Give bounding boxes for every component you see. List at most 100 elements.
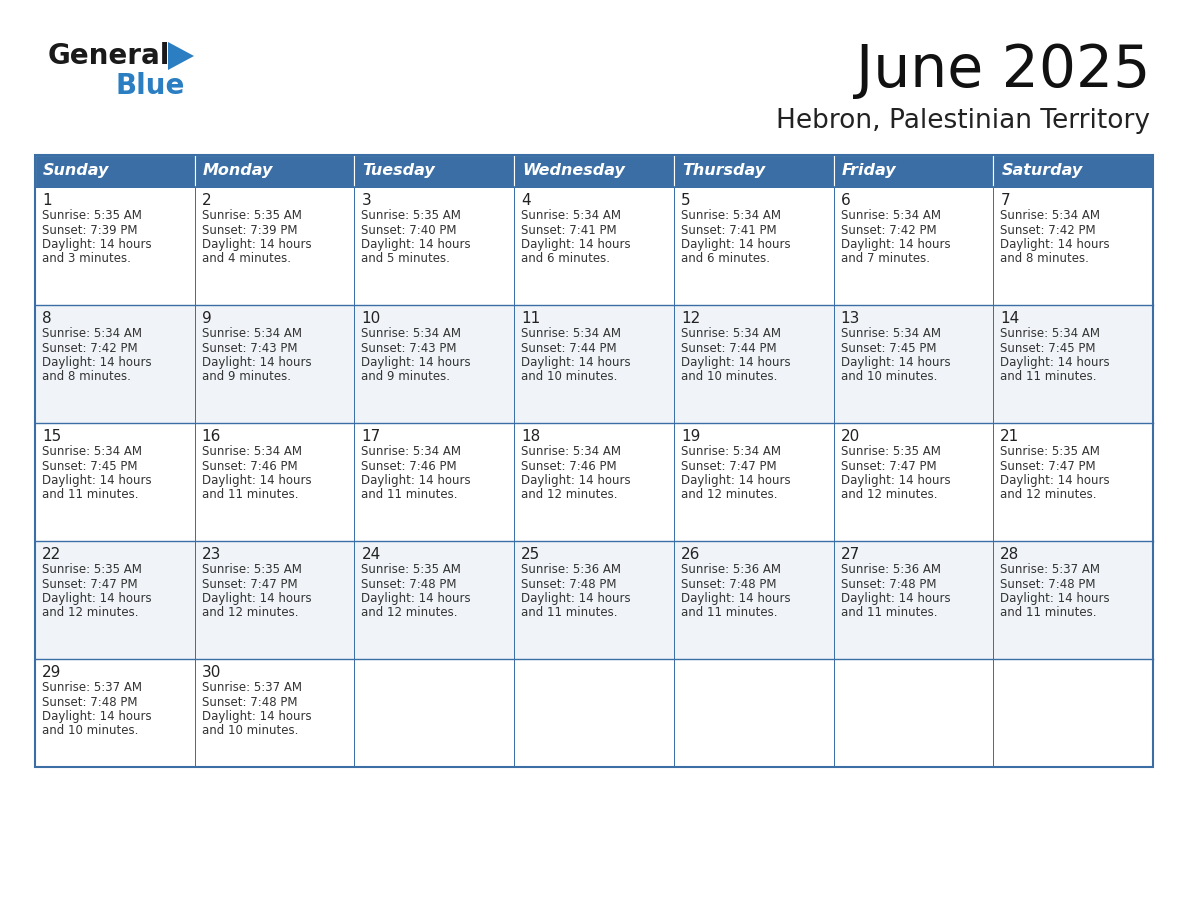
Text: Daylight: 14 hours: Daylight: 14 hours: [202, 238, 311, 251]
Bar: [514, 423, 674, 541]
Text: Daylight: 14 hours: Daylight: 14 hours: [361, 474, 472, 487]
Text: Sunrise: 5:34 AM: Sunrise: 5:34 AM: [202, 327, 302, 340]
Bar: [834, 187, 993, 305]
Text: 29: 29: [42, 665, 62, 680]
Text: Saturday: Saturday: [1001, 163, 1082, 178]
Text: Sunrise: 5:34 AM: Sunrise: 5:34 AM: [42, 327, 143, 340]
Text: Sunrise: 5:35 AM: Sunrise: 5:35 AM: [202, 209, 302, 222]
Text: and 10 minutes.: and 10 minutes.: [202, 724, 298, 737]
Text: Sunset: 7:47 PM: Sunset: 7:47 PM: [841, 460, 936, 473]
Bar: [34, 541, 195, 659]
Bar: [195, 541, 354, 659]
Text: 16: 16: [202, 429, 221, 444]
Text: Sunrise: 5:36 AM: Sunrise: 5:36 AM: [841, 563, 941, 576]
Text: Sunset: 7:46 PM: Sunset: 7:46 PM: [361, 460, 457, 473]
Text: 3: 3: [361, 193, 371, 208]
Text: Sunset: 7:45 PM: Sunset: 7:45 PM: [841, 341, 936, 354]
Text: Sunrise: 5:34 AM: Sunrise: 5:34 AM: [1000, 209, 1100, 222]
Text: Sunrise: 5:34 AM: Sunrise: 5:34 AM: [42, 445, 143, 458]
Text: Sunset: 7:48 PM: Sunset: 7:48 PM: [681, 577, 776, 590]
Bar: [674, 305, 834, 423]
Text: Sunrise: 5:35 AM: Sunrise: 5:35 AM: [361, 563, 461, 576]
Text: Sunday: Sunday: [43, 163, 109, 178]
Bar: [993, 423, 1154, 541]
Bar: [34, 155, 1154, 767]
Bar: [674, 187, 834, 305]
Text: Sunset: 7:47 PM: Sunset: 7:47 PM: [1000, 460, 1095, 473]
Text: Daylight: 14 hours: Daylight: 14 hours: [681, 474, 790, 487]
Bar: [993, 187, 1154, 305]
Text: 8: 8: [42, 311, 51, 326]
Text: Sunrise: 5:35 AM: Sunrise: 5:35 AM: [42, 209, 141, 222]
Bar: [674, 659, 834, 767]
Text: 26: 26: [681, 547, 700, 562]
Text: and 11 minutes.: and 11 minutes.: [202, 488, 298, 501]
Text: Monday: Monday: [203, 163, 273, 178]
Text: Sunrise: 5:35 AM: Sunrise: 5:35 AM: [42, 563, 141, 576]
Bar: [993, 659, 1154, 767]
Text: Daylight: 14 hours: Daylight: 14 hours: [361, 356, 472, 369]
Text: 19: 19: [681, 429, 700, 444]
Text: Thursday: Thursday: [682, 163, 765, 178]
Bar: [195, 423, 354, 541]
Bar: [514, 187, 674, 305]
Text: 15: 15: [42, 429, 62, 444]
Text: and 12 minutes.: and 12 minutes.: [42, 607, 139, 620]
Text: Sunrise: 5:36 AM: Sunrise: 5:36 AM: [522, 563, 621, 576]
Text: Sunrise: 5:34 AM: Sunrise: 5:34 AM: [841, 327, 941, 340]
Text: Sunrise: 5:34 AM: Sunrise: 5:34 AM: [522, 445, 621, 458]
Text: Sunrise: 5:35 AM: Sunrise: 5:35 AM: [841, 445, 941, 458]
Text: and 5 minutes.: and 5 minutes.: [361, 252, 450, 265]
Text: Hebron, Palestinian Territory: Hebron, Palestinian Territory: [776, 108, 1150, 134]
Bar: [834, 659, 993, 767]
Text: 13: 13: [841, 311, 860, 326]
Bar: [34, 305, 195, 423]
Text: Sunset: 7:39 PM: Sunset: 7:39 PM: [202, 223, 297, 237]
Text: Sunrise: 5:35 AM: Sunrise: 5:35 AM: [1000, 445, 1100, 458]
Text: Sunset: 7:40 PM: Sunset: 7:40 PM: [361, 223, 457, 237]
Text: Daylight: 14 hours: Daylight: 14 hours: [42, 356, 152, 369]
Text: 25: 25: [522, 547, 541, 562]
Text: Sunrise: 5:36 AM: Sunrise: 5:36 AM: [681, 563, 781, 576]
Text: and 12 minutes.: and 12 minutes.: [841, 488, 937, 501]
Text: 7: 7: [1000, 193, 1010, 208]
Text: Daylight: 14 hours: Daylight: 14 hours: [681, 592, 790, 605]
Text: Sunrise: 5:35 AM: Sunrise: 5:35 AM: [361, 209, 461, 222]
Text: Tuesday: Tuesday: [362, 163, 435, 178]
Text: Daylight: 14 hours: Daylight: 14 hours: [681, 356, 790, 369]
Bar: [674, 155, 834, 187]
Bar: [195, 659, 354, 767]
Text: and 11 minutes.: and 11 minutes.: [841, 607, 937, 620]
Text: 21: 21: [1000, 429, 1019, 444]
Text: Sunset: 7:48 PM: Sunset: 7:48 PM: [522, 577, 617, 590]
Bar: [354, 659, 514, 767]
Text: and 10 minutes.: and 10 minutes.: [42, 724, 138, 737]
Text: Sunrise: 5:34 AM: Sunrise: 5:34 AM: [681, 209, 781, 222]
Text: Daylight: 14 hours: Daylight: 14 hours: [681, 238, 790, 251]
Text: Daylight: 14 hours: Daylight: 14 hours: [202, 710, 311, 723]
Text: Sunrise: 5:35 AM: Sunrise: 5:35 AM: [202, 563, 302, 576]
Polygon shape: [168, 42, 194, 70]
Bar: [354, 305, 514, 423]
Text: 20: 20: [841, 429, 860, 444]
Bar: [993, 155, 1154, 187]
Text: 11: 11: [522, 311, 541, 326]
Text: 27: 27: [841, 547, 860, 562]
Bar: [354, 187, 514, 305]
Text: and 12 minutes.: and 12 minutes.: [361, 607, 457, 620]
Text: Sunset: 7:42 PM: Sunset: 7:42 PM: [42, 341, 138, 354]
Text: Daylight: 14 hours: Daylight: 14 hours: [841, 238, 950, 251]
Text: Sunrise: 5:34 AM: Sunrise: 5:34 AM: [522, 209, 621, 222]
Bar: [354, 423, 514, 541]
Text: Sunrise: 5:34 AM: Sunrise: 5:34 AM: [681, 445, 781, 458]
Bar: [354, 541, 514, 659]
Text: Friday: Friday: [841, 163, 896, 178]
Text: Sunset: 7:46 PM: Sunset: 7:46 PM: [522, 460, 617, 473]
Text: Daylight: 14 hours: Daylight: 14 hours: [841, 592, 950, 605]
Text: Sunset: 7:42 PM: Sunset: 7:42 PM: [841, 223, 936, 237]
Text: Sunset: 7:47 PM: Sunset: 7:47 PM: [202, 577, 297, 590]
Text: Sunrise: 5:34 AM: Sunrise: 5:34 AM: [202, 445, 302, 458]
Text: and 7 minutes.: and 7 minutes.: [841, 252, 929, 265]
Text: Daylight: 14 hours: Daylight: 14 hours: [1000, 238, 1110, 251]
Text: Sunrise: 5:37 AM: Sunrise: 5:37 AM: [202, 681, 302, 694]
